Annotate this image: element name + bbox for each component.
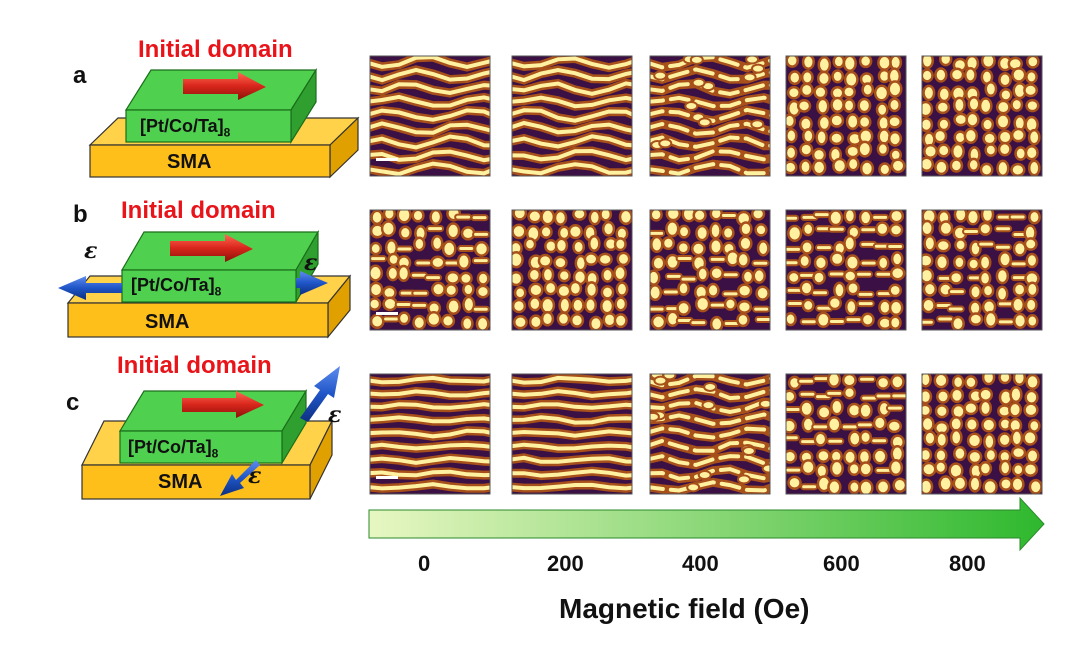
scale-bar-b — [376, 312, 398, 315]
axis-title: Magnetic field (Oe) — [559, 593, 810, 624]
substrate-label-a: SMA — [167, 151, 212, 173]
layer-sub-a: 8 — [223, 125, 231, 140]
layer-sub-b: 8 — [214, 284, 222, 299]
strain-arrow-left-b — [58, 276, 122, 300]
layer-sub-c: 8 — [211, 446, 219, 461]
scale-bar-c — [376, 476, 398, 479]
mfm-image-b-800 — [921, 209, 1043, 331]
layer-text-b: [Pt/Co/Ta] — [131, 275, 215, 295]
mfm-image-c-400 — [649, 373, 771, 495]
magnetization-arrow-b — [170, 234, 253, 262]
domain-image-grid — [369, 55, 1043, 495]
mfm-image-a-800 — [921, 55, 1043, 177]
panel-title-b: Initial domain — [121, 197, 276, 224]
magnetization-arrow-a — [183, 72, 266, 100]
panel-label-a: a — [73, 62, 87, 89]
substrate-label-b: SMA — [145, 311, 190, 333]
layer-text-a: [Pt/Co/Ta] — [140, 116, 224, 136]
layer-label-a: [Pt/Co/Ta]8 — [140, 116, 230, 140]
mfm-image-c-800 — [921, 373, 1043, 495]
field-tick-400: 400 — [682, 551, 719, 576]
strain-arrow-right-b — [296, 271, 328, 295]
panel-title-a: Initial domain — [138, 36, 293, 63]
mfm-image-a-400 — [649, 55, 771, 177]
mfm-image-a-200 — [511, 55, 633, 177]
field-tick-0: 0 — [418, 551, 431, 576]
strain-symbol-c-in: ε — [248, 463, 262, 489]
scale-bar-a — [376, 158, 398, 161]
mfm-image-c-200 — [511, 373, 633, 495]
strain-symbol-b-left: ε — [84, 238, 98, 264]
layer-label-c: [Pt/Co/Ta]8 — [128, 437, 218, 461]
mfm-image-a-600 — [785, 55, 907, 177]
mfm-image-b-200 — [511, 209, 633, 331]
mfm-image-b-600 — [785, 209, 907, 331]
substrate-label-c: SMA — [158, 471, 203, 493]
layer-text-c: [Pt/Co/Ta] — [128, 437, 212, 457]
film-front-a — [125, 109, 292, 143]
field-arrow-shape — [368, 496, 1045, 552]
film-front-c — [119, 430, 283, 464]
substrate-front-a — [89, 144, 331, 178]
substrate-front-b — [67, 302, 329, 338]
mfm-image-a-0 — [369, 55, 491, 177]
schematic-a — [88, 67, 360, 179]
mfm-image-c-0 — [369, 373, 491, 495]
mfm-image-b-0 — [369, 209, 491, 331]
schematic-c — [81, 366, 340, 500]
strain-arrow-in-c — [220, 460, 260, 496]
panel-label-b: b — [73, 201, 88, 228]
substrate-front-c — [81, 464, 311, 500]
magnetization-arrow-c — [182, 391, 264, 418]
layer-label-b: [Pt/Co/Ta]8 — [131, 275, 221, 299]
strain-symbol-c-out: ε — [328, 402, 342, 428]
field-tick-600: 600 — [823, 551, 860, 576]
mfm-image-c-600 — [785, 373, 907, 495]
strain-symbol-b-right: ε — [304, 250, 318, 276]
strain-arrow-out-c — [300, 366, 340, 422]
field-tick-800: 800 — [949, 551, 986, 576]
schematic-b — [58, 229, 352, 339]
mfm-image-b-400 — [649, 209, 771, 331]
panel-label-c: c — [66, 389, 80, 416]
field-arrow — [368, 496, 1045, 552]
panel-title-c: Initial domain — [117, 352, 272, 379]
field-tick-200: 200 — [547, 551, 584, 576]
